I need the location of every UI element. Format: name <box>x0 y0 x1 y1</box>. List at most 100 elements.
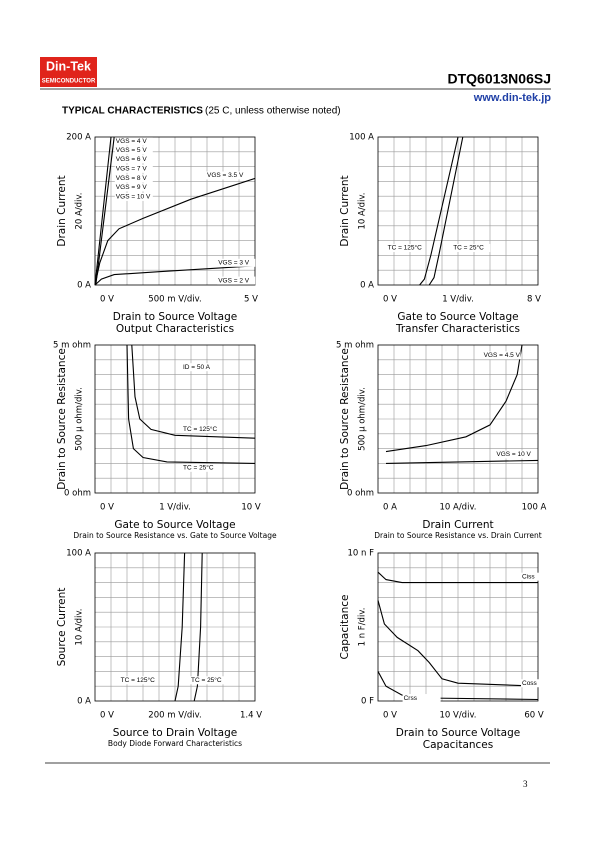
annotation: Ciss <box>522 573 535 580</box>
annotation: VGS = 7 V <box>116 166 148 173</box>
annotation-bg <box>452 244 491 252</box>
annotation-bg <box>495 450 534 459</box>
caption: Capacitances <box>423 739 493 751</box>
url: www.din-tek.jp <box>473 92 551 104</box>
curve <box>193 552 203 702</box>
plot-frame <box>377 344 539 494</box>
x-mid-label: 200 m V/div. <box>148 711 201 721</box>
y-bottom-label: 0 F <box>361 697 374 707</box>
logo-sub: SEMICONDUCTOR <box>42 79 96 85</box>
annotation-bg <box>182 363 220 372</box>
y-div-label: 10 A/div. <box>75 608 85 645</box>
x-right-label: 8 V <box>527 295 541 305</box>
annotation-bg <box>114 183 153 192</box>
y-div-label: 1 n F/div. <box>358 608 368 647</box>
y-div-label: 20 A/div. <box>75 192 85 229</box>
y-div-label: 500 µ ohm/div. <box>75 387 85 451</box>
x-left-label: 0 V <box>383 711 397 721</box>
x-left-label: 0 V <box>100 503 114 513</box>
x-mid-label: 1 V/div. <box>159 503 191 513</box>
y-axis-title: Drain to Source Resistance <box>339 348 351 490</box>
annotation-bg <box>182 425 220 434</box>
x-axis-title: Drain to Source Voltage <box>113 311 237 323</box>
x-left-label: 0 A <box>383 503 397 513</box>
plot-frame <box>94 136 256 286</box>
annotation-bg <box>114 137 153 146</box>
annotation: TC = 125°C <box>121 676 156 684</box>
x-right-label: 60 V <box>524 711 544 721</box>
y-axis-title: Drain Current <box>56 175 68 246</box>
annotation-bg <box>521 572 559 581</box>
y-top-label: 5 m ohm <box>53 341 91 351</box>
annotation-bg <box>206 171 244 180</box>
annotation: VGS = 6 V <box>116 156 148 163</box>
curve <box>94 136 112 286</box>
y-top-label: 10 n F <box>348 549 375 559</box>
annotation: VGS = 2 V <box>218 277 250 284</box>
annotation-bg <box>482 351 521 360</box>
caption: Output Characteristics <box>116 323 234 335</box>
annotation: VGS = 3 V <box>218 260 250 267</box>
section-note: (25 C, unless otherwise noted) <box>205 106 341 117</box>
x-left-label: 0 V <box>100 295 114 305</box>
annotation: VGS = 5 V <box>116 147 148 154</box>
curve <box>131 344 256 439</box>
x-right-label: 10 V <box>241 503 261 513</box>
caption: Drain to Source Resistance vs. Gate to S… <box>73 531 277 540</box>
plot-frame <box>94 344 256 494</box>
annotation: VGS = 4.5 V <box>484 352 521 359</box>
logo-box <box>40 57 97 87</box>
curve <box>428 136 464 286</box>
annotation: TC = 25°C <box>453 244 484 252</box>
curve <box>377 600 539 687</box>
y-bottom-label: 0 ohm <box>347 489 374 499</box>
annotation-bg <box>217 276 256 285</box>
annotation: VGS = 8 V <box>116 175 148 182</box>
annotation-bg <box>119 676 158 685</box>
annotation-bg <box>217 258 256 267</box>
curve <box>419 136 459 286</box>
x-left-label: 0 V <box>383 295 397 305</box>
x-axis-title: Gate to Source Voltage <box>114 519 235 531</box>
annotation: TC = 25°C <box>191 676 222 684</box>
x-mid-label: 1 V/div. <box>442 295 474 305</box>
section-title: TYPICAL CHARACTERISTICS <box>62 106 203 117</box>
x-axis-title: Gate to Source Voltage <box>397 311 518 323</box>
curve <box>377 671 539 701</box>
annotation: ID = 50 A <box>183 364 211 371</box>
y-axis-title: Drain to Source Resistance <box>56 348 68 490</box>
y-div-label: 500 µ ohm/div. <box>358 387 368 451</box>
logo: Din-Tek <box>46 59 91 73</box>
x-left-label: 0 V <box>100 711 114 721</box>
x-right-label: 100 A <box>522 503 547 513</box>
x-axis-title: Source to Drain Voltage <box>113 727 237 739</box>
page-number: 3 <box>523 779 528 789</box>
y-axis-title: Drain Current <box>339 175 351 246</box>
annotation: VGS = 9 V <box>116 184 148 191</box>
annotation-bg <box>182 463 220 472</box>
x-mid-label: 10 A/div. <box>439 503 476 513</box>
x-right-label: 5 V <box>244 295 258 305</box>
y-axis-title: Source Current <box>56 588 68 667</box>
y-bottom-label: 0 A <box>360 281 374 291</box>
plot-frame <box>377 552 539 702</box>
y-div-label: 10 A/div. <box>358 192 368 229</box>
x-mid-label: 10 V/div. <box>439 711 476 721</box>
x-axis-title: Drain Current <box>422 519 493 531</box>
curve <box>385 344 523 453</box>
y-bottom-label: 0 A <box>77 281 91 291</box>
annotation: VGS = 3.5 V <box>207 172 244 179</box>
annotation: VGS = 10 V <box>116 194 151 201</box>
caption: Drain to Source Resistance vs. Drain Cur… <box>374 531 542 540</box>
y-bottom-label: 0 A <box>77 697 91 707</box>
annotation-bg <box>114 155 153 164</box>
y-axis-title: Capacitance <box>339 595 351 660</box>
caption: Body Diode Forward Characteristics <box>108 739 242 748</box>
annotation-bg <box>114 146 153 155</box>
annotation: VGS = 10 V <box>496 451 531 458</box>
y-top-label: 100 A <box>349 133 374 143</box>
annotation: Crss <box>404 695 418 702</box>
curve <box>377 571 538 584</box>
